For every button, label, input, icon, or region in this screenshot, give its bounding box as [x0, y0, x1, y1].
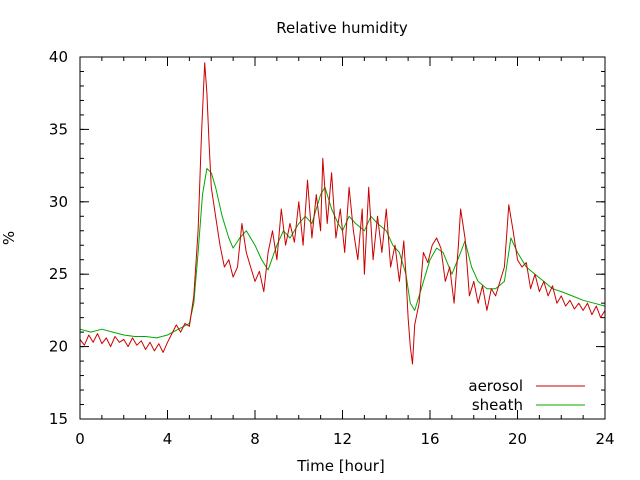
x-tick-label: 12	[333, 430, 352, 448]
x-tick-label: 8	[250, 430, 260, 448]
y-axis-label: %	[0, 231, 18, 245]
plot-frame	[79, 56, 606, 420]
y-tick-label: 40	[49, 48, 68, 66]
series-line-aerosol	[79, 62, 606, 365]
y-tick-label: 20	[49, 338, 68, 356]
x-tick-label: 24	[595, 430, 614, 448]
x-tick-label: 0	[75, 430, 85, 448]
x-tick-label: 4	[163, 430, 173, 448]
x-tick-label: 20	[508, 430, 527, 448]
y-tick-label: 30	[49, 193, 68, 211]
series-lines	[79, 62, 606, 365]
y-tick-label: 25	[49, 265, 68, 283]
x-axis-label: Time [hour]	[296, 457, 385, 475]
legend-label-aerosol: aerosol	[468, 377, 523, 395]
y-tick-label: 15	[49, 410, 68, 428]
chart-title: Relative humidity	[276, 19, 408, 37]
y-tick-label: 35	[49, 120, 68, 138]
x-tick-label: 16	[420, 430, 439, 448]
legend-label-sheath: sheath	[472, 396, 523, 414]
axis-ticks: 0 4 8 12 16 20 24 15 20 25 30 35 40	[49, 48, 615, 448]
series-line-sheath	[79, 168, 606, 339]
